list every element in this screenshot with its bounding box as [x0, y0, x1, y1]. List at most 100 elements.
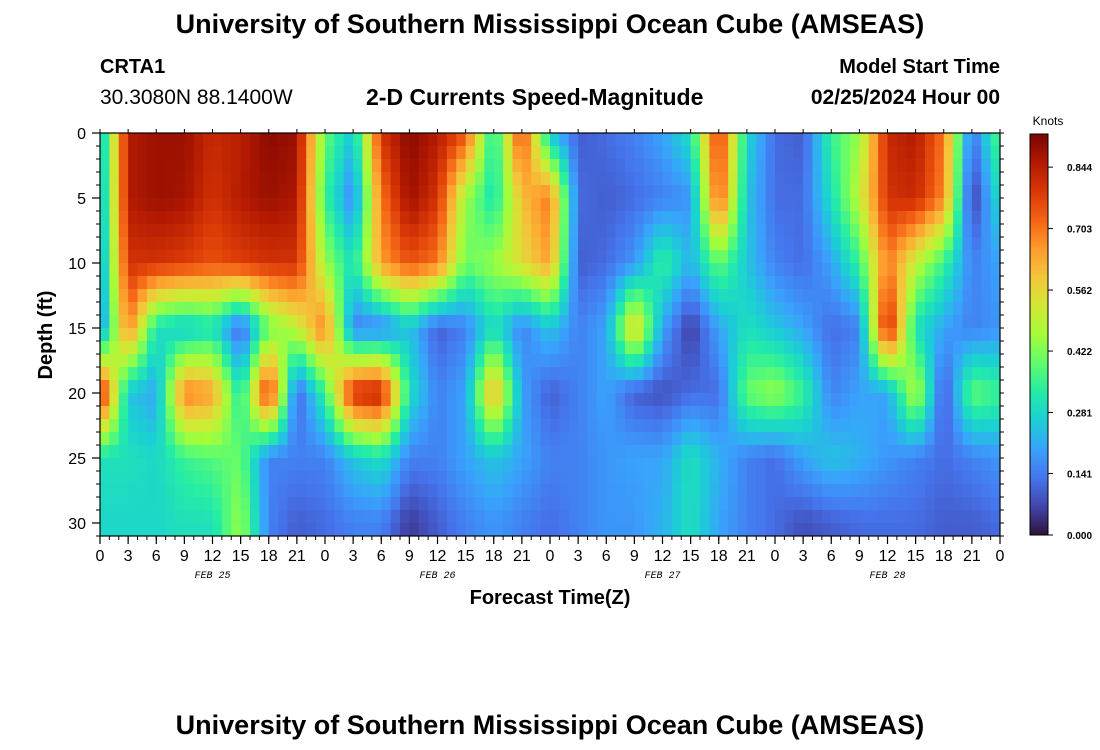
- heatmap-cell: [596, 432, 607, 446]
- heatmap-cell: [100, 146, 110, 160]
- heatmap-cell: [596, 172, 607, 186]
- heatmap-cell: [165, 263, 176, 277]
- heatmap-cell: [737, 406, 748, 420]
- heatmap-cell: [475, 289, 485, 303]
- heatmap-cell: [250, 380, 260, 394]
- heatmap-cell: [381, 497, 392, 511]
- heatmap-cell: [334, 471, 345, 485]
- heatmap-cell: [953, 276, 964, 290]
- heatmap-cell: [109, 419, 120, 433]
- heatmap-cell: [325, 133, 335, 147]
- heatmap-cell: [831, 445, 842, 459]
- heatmap-cell: [259, 211, 270, 225]
- heatmap-cell: [231, 432, 242, 446]
- heatmap-cell: [278, 393, 289, 407]
- heatmap-cell: [578, 354, 589, 368]
- heatmap-cell: [250, 445, 260, 459]
- heatmap-cell: [278, 354, 289, 368]
- heatmap-cell: [803, 224, 814, 238]
- heatmap-cell: [175, 185, 185, 199]
- heatmap-cell: [971, 380, 982, 394]
- heatmap-cell: [521, 510, 532, 524]
- heatmap-cell: [662, 380, 673, 394]
- heatmap-cell: [915, 276, 926, 290]
- heatmap-cell: [840, 185, 851, 199]
- heatmap-cell: [559, 523, 570, 536]
- heatmap-cell: [709, 471, 720, 485]
- heatmap-cell: [943, 341, 954, 355]
- heatmap-cell: [775, 185, 785, 199]
- heatmap-cell: [325, 510, 335, 524]
- heatmap-cell: [962, 458, 973, 472]
- heatmap-cell: [268, 237, 279, 251]
- heatmap-cell: [446, 523, 457, 536]
- heatmap-cell: [212, 276, 223, 290]
- heatmap-cell: [343, 367, 354, 381]
- heatmap-cell: [193, 224, 204, 238]
- heatmap-cell: [503, 250, 514, 264]
- heatmap-cell: [709, 289, 720, 303]
- heatmap-cell: [728, 133, 739, 147]
- heatmap-cell: [118, 419, 129, 433]
- heatmap-cell: [193, 458, 204, 472]
- heatmap-cell: [840, 224, 851, 238]
- heatmap-cell: [821, 289, 832, 303]
- heatmap-cell: [728, 445, 739, 459]
- heatmap-cell: [850, 471, 860, 485]
- heatmap-cell: [503, 445, 514, 459]
- heatmap-cell: [137, 146, 148, 160]
- heatmap-cell: [634, 211, 645, 225]
- heatmap-cell: [381, 484, 392, 498]
- heatmap-cell: [625, 237, 635, 251]
- heatmap-cell: [353, 159, 364, 173]
- heatmap-cell: [484, 393, 495, 407]
- heatmap-cell: [296, 185, 307, 199]
- heatmap-cell: [193, 523, 204, 536]
- heatmap-cell: [728, 367, 739, 381]
- heatmap-cell: [100, 419, 110, 433]
- heatmap-cell: [878, 289, 889, 303]
- heatmap-cell: [859, 302, 870, 316]
- heatmap-cell: [437, 289, 448, 303]
- heatmap-cell: [259, 432, 270, 446]
- heatmap-cell: [615, 367, 626, 381]
- heatmap-cell: [475, 172, 485, 186]
- heatmap-cell: [334, 289, 345, 303]
- heatmap-cell: [165, 406, 176, 420]
- heatmap-cell: [737, 237, 748, 251]
- heatmap-cell: [784, 276, 795, 290]
- heatmap-cell: [156, 471, 167, 485]
- heatmap-cell: [812, 211, 823, 225]
- heatmap-cell: [765, 315, 776, 329]
- heatmap-cell: [821, 393, 832, 407]
- heatmap-cell: [531, 523, 542, 536]
- heatmap-cell: [896, 302, 907, 316]
- heatmap-cell: [371, 393, 382, 407]
- heatmap-cell: [212, 458, 223, 472]
- heatmap-cell: [728, 263, 739, 277]
- heatmap-cell: [540, 159, 551, 173]
- heatmap-cell: [146, 185, 157, 199]
- heatmap-cell: [315, 211, 326, 225]
- heatmap-cell: [662, 406, 673, 420]
- heatmap-cell: [362, 458, 373, 472]
- heatmap-cell: [990, 302, 1000, 316]
- heatmap-cell: [100, 328, 110, 342]
- heatmap-cell: [484, 510, 495, 524]
- heatmap-cell: [503, 315, 514, 329]
- heatmap-cell: [859, 198, 870, 212]
- heatmap-cell: [850, 172, 860, 186]
- heatmap-cell: [775, 341, 785, 355]
- heatmap-cell: [671, 341, 682, 355]
- heatmap-cell: [915, 445, 926, 459]
- heatmap-cell: [484, 380, 495, 394]
- heatmap-cell: [475, 133, 485, 147]
- heatmap-cell: [193, 237, 204, 251]
- heatmap-cell: [400, 367, 410, 381]
- heatmap-cell: [512, 276, 523, 290]
- heatmap-cell: [568, 224, 579, 238]
- heatmap-cell: [634, 432, 645, 446]
- heatmap-cell: [334, 523, 345, 536]
- heatmap-cell: [400, 276, 410, 290]
- heatmap-cell: [343, 445, 354, 459]
